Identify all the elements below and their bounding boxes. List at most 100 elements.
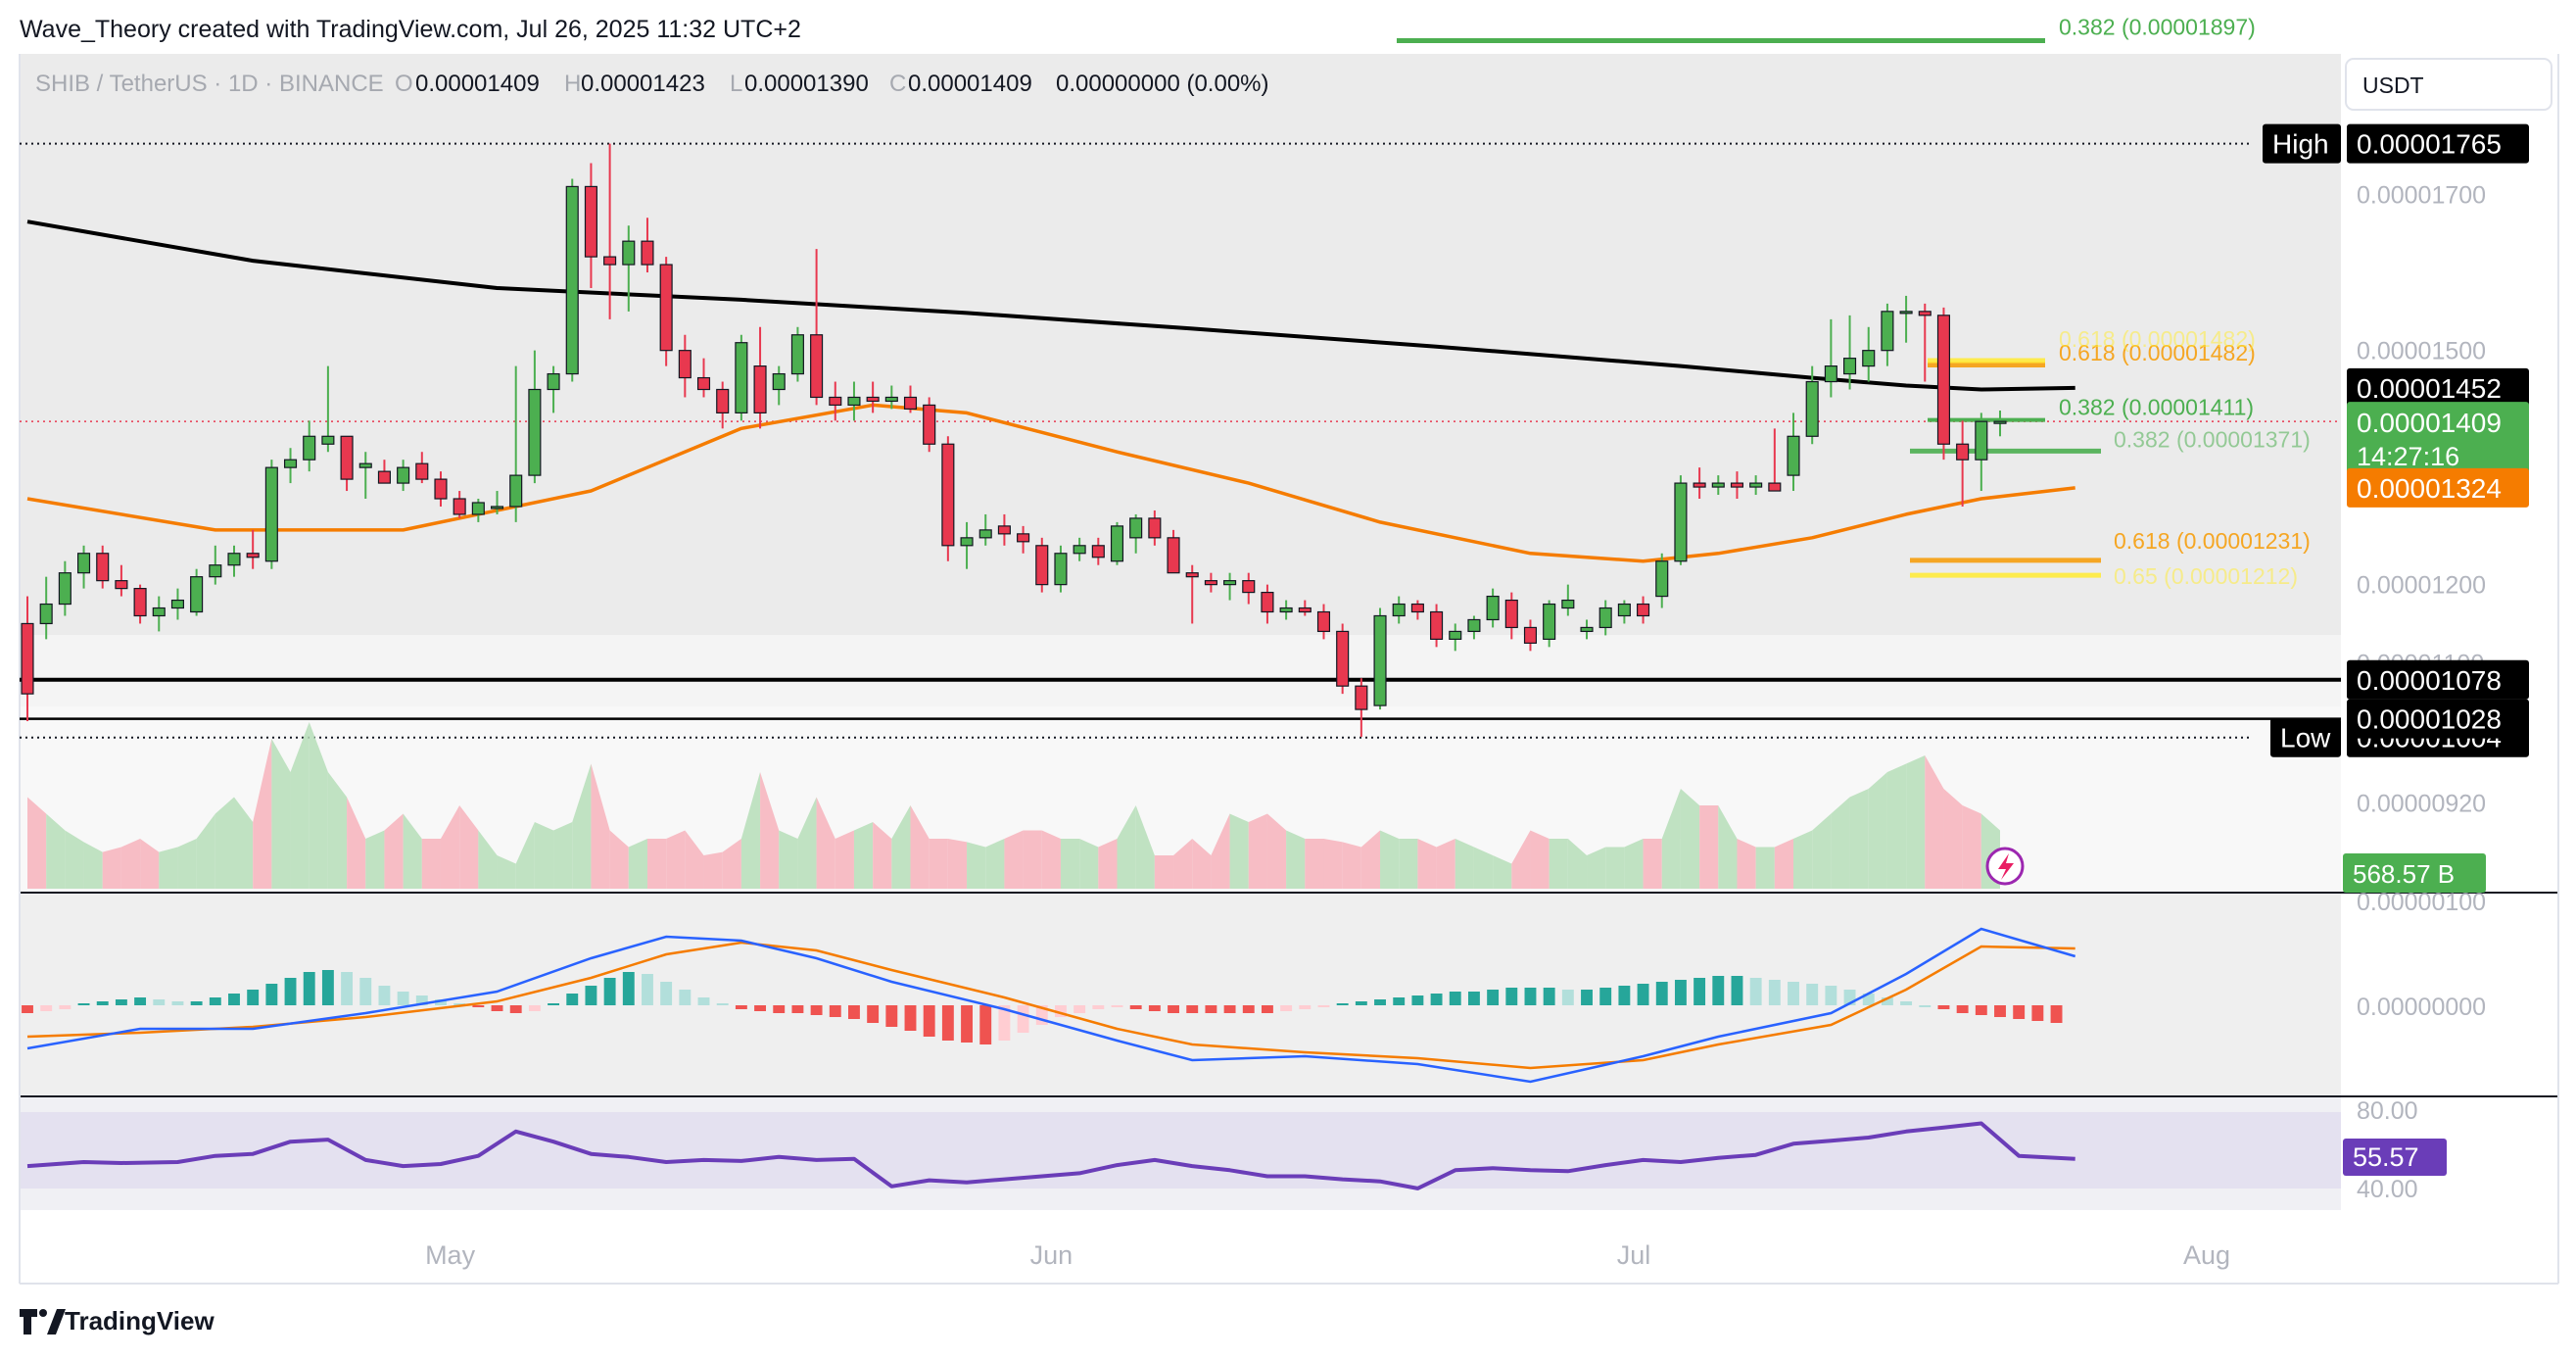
candle-31[interactable] xyxy=(603,143,617,319)
candle-32[interactable] xyxy=(622,225,636,312)
candle-62[interactable] xyxy=(1185,564,1199,624)
candle-45[interactable] xyxy=(866,381,880,413)
currency-button[interactable]: USDT xyxy=(2345,58,2552,111)
candle-12[interactable] xyxy=(246,529,260,569)
candle-59[interactable] xyxy=(1129,513,1143,554)
candle-57[interactable] xyxy=(1091,537,1105,565)
tradingview-logo[interactable]: TradingView xyxy=(20,1306,215,1335)
candle-17[interactable] xyxy=(340,435,354,492)
candle-64[interactable] xyxy=(1223,572,1237,601)
candle-25[interactable] xyxy=(490,491,504,514)
candle-34[interactable] xyxy=(659,257,673,366)
candle-83[interactable] xyxy=(1580,619,1594,640)
candle-14[interactable] xyxy=(283,448,298,484)
candle-97[interactable] xyxy=(1843,315,1857,390)
candle-88[interactable] xyxy=(1674,475,1688,565)
candle-8[interactable] xyxy=(170,588,184,620)
candle-56[interactable] xyxy=(1073,537,1086,561)
candle-94[interactable] xyxy=(1787,413,1800,492)
candle-10[interactable] xyxy=(209,545,222,585)
candle-44[interactable] xyxy=(847,381,861,421)
candle-54[interactable] xyxy=(1035,537,1049,593)
candle-90[interactable] xyxy=(1711,475,1725,496)
candle-41[interactable] xyxy=(790,326,804,382)
candle-55[interactable] xyxy=(1054,545,1068,593)
candle-67[interactable] xyxy=(1279,600,1293,620)
candle-87[interactable] xyxy=(1655,553,1669,608)
candle-86[interactable] xyxy=(1637,596,1650,624)
candle-74[interactable] xyxy=(1410,600,1424,620)
candle-33[interactable] xyxy=(641,218,654,273)
candle-68[interactable] xyxy=(1298,600,1312,616)
candle-105[interactable] xyxy=(1993,411,2007,437)
candle-78[interactable] xyxy=(1486,588,1500,628)
tradingview-wordmark[interactable]: TradingView xyxy=(65,1306,215,1335)
candle-63[interactable] xyxy=(1204,572,1217,593)
symbol-title[interactable]: SHIB / TetherUS · 1D · BINANCE xyxy=(35,71,384,97)
candle-50[interactable] xyxy=(960,521,974,569)
candle-101[interactable] xyxy=(1918,303,1932,382)
candle-98[interactable] xyxy=(1862,326,1876,382)
candle-92[interactable] xyxy=(1749,475,1763,496)
candle-4[interactable] xyxy=(96,545,110,589)
candle-99[interactable] xyxy=(1881,303,1894,366)
candle-20[interactable] xyxy=(397,460,410,492)
candle-3[interactable] xyxy=(76,545,91,589)
candle-61[interactable] xyxy=(1167,529,1180,574)
candle-82[interactable] xyxy=(1561,584,1575,616)
ohlc-legend[interactable]: SHIB / TetherUS · 1D · BINANCE O 0.00001… xyxy=(35,71,1269,97)
candle-47[interactable] xyxy=(903,385,918,413)
candle-49[interactable] xyxy=(941,436,955,561)
candle-103[interactable] xyxy=(1956,420,1970,507)
candle-6[interactable] xyxy=(133,584,147,624)
candle-73[interactable] xyxy=(1392,596,1406,624)
candle-22[interactable] xyxy=(434,471,448,507)
candle-71[interactable] xyxy=(1355,678,1368,737)
candle-58[interactable] xyxy=(1110,521,1124,565)
candle-15[interactable] xyxy=(303,420,316,472)
candle-77[interactable] xyxy=(1467,615,1481,640)
candle-27[interactable] xyxy=(528,350,542,484)
candle-89[interactable] xyxy=(1693,467,1706,500)
candle-40[interactable] xyxy=(772,365,786,406)
candle-93[interactable] xyxy=(1768,428,1782,492)
candle-95[interactable] xyxy=(1805,365,1819,445)
candle-7[interactable] xyxy=(152,596,166,632)
candle-1[interactable] xyxy=(39,576,53,640)
candle-81[interactable] xyxy=(1543,600,1556,648)
candle-79[interactable] xyxy=(1504,592,1518,640)
candle-21[interactable] xyxy=(415,452,429,484)
candle-38[interactable] xyxy=(735,334,748,421)
candle-13[interactable] xyxy=(264,460,278,569)
candle-69[interactable] xyxy=(1316,604,1331,640)
candle-26[interactable] xyxy=(509,365,523,522)
candle-53[interactable] xyxy=(1017,525,1030,554)
candle-70[interactable] xyxy=(1336,623,1350,695)
candle-19[interactable] xyxy=(377,460,391,484)
candle-76[interactable] xyxy=(1449,623,1462,652)
candle-0[interactable] xyxy=(21,596,34,722)
candle-43[interactable] xyxy=(829,381,842,421)
candle-51[interactable] xyxy=(978,513,992,546)
candle-66[interactable] xyxy=(1261,584,1274,624)
candle-9[interactable] xyxy=(190,568,204,616)
candle-46[interactable] xyxy=(884,385,898,410)
candle-16[interactable] xyxy=(321,365,335,453)
candle-104[interactable] xyxy=(1975,413,1988,492)
candle-96[interactable] xyxy=(1824,318,1837,398)
candle-65[interactable] xyxy=(1242,572,1256,605)
candle-102[interactable] xyxy=(1936,307,1951,461)
candle-29[interactable] xyxy=(565,178,579,382)
candle-75[interactable] xyxy=(1430,604,1444,648)
candle-42[interactable] xyxy=(810,249,824,406)
candle-39[interactable] xyxy=(753,326,767,429)
candle-35[interactable] xyxy=(678,334,692,398)
candle-85[interactable] xyxy=(1617,600,1631,624)
candle-60[interactable] xyxy=(1148,510,1162,546)
candle-18[interactable] xyxy=(358,452,372,500)
candle-84[interactable] xyxy=(1598,600,1612,636)
candle-30[interactable] xyxy=(584,163,597,288)
currency-button-label[interactable]: USDT xyxy=(2362,73,2424,98)
candle-28[interactable] xyxy=(547,365,560,413)
